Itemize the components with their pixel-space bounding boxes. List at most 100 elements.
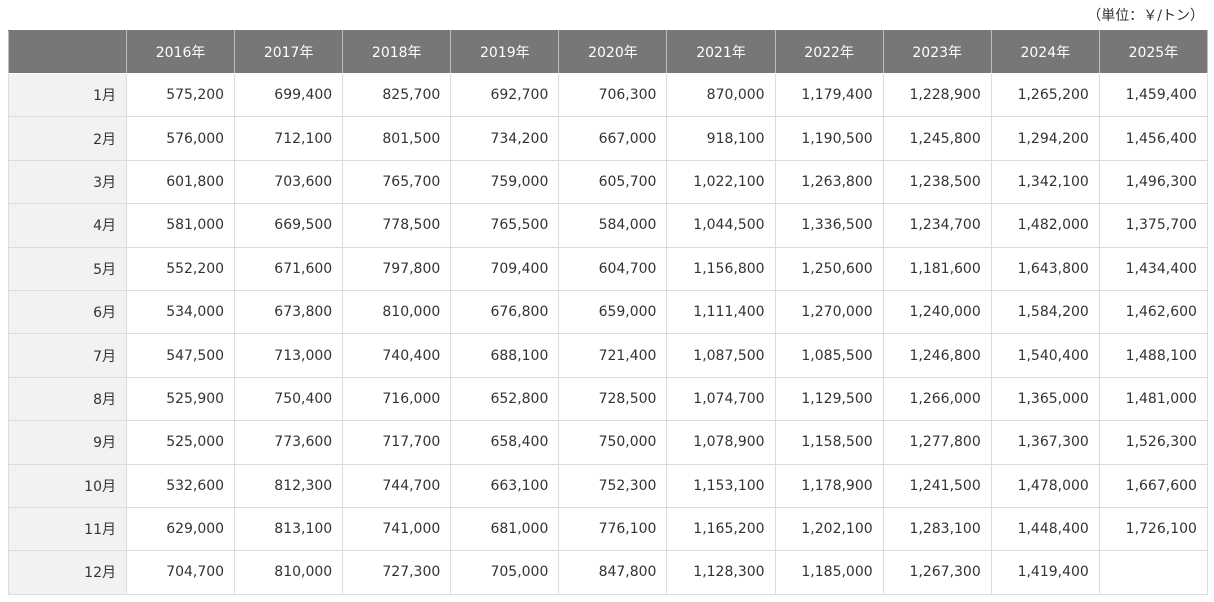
table-cell: 1,294,200 — [990, 116, 1100, 161]
table-body: 1月 575,200 699,400 825,700 692,700 706,300 870… — [8, 72, 1208, 595]
row-header-month: 3月 — [8, 159, 127, 205]
table-cell: 681,000 — [450, 506, 560, 552]
table-cell: 706,300 — [558, 72, 668, 118]
table-row: 1月 575,200 699,400 825,700 692,700 706,300 870… — [8, 72, 1208, 118]
table-cell: 1,202,100 — [774, 506, 884, 552]
column-header: 2019年 — [450, 30, 560, 74]
table-cell: 1,178,900 — [774, 463, 884, 508]
table-cell: 604,700 — [558, 246, 668, 291]
table-cell: 659,000 — [558, 289, 668, 335]
table-cell: 1,074,700 — [666, 376, 776, 422]
table-cell: 669,500 — [234, 203, 344, 248]
table-cell: 1,044,500 — [666, 203, 776, 248]
row-header-month: 7月 — [8, 333, 127, 378]
table-cell: 1,156,800 — [666, 246, 776, 291]
table-cell: 1,496,300 — [1098, 159, 1208, 205]
row-header-month: 12月 — [8, 550, 127, 595]
table-cell: 752,300 — [558, 463, 668, 508]
table-cell: 534,000 — [125, 289, 236, 335]
table-cell: 1,181,600 — [882, 246, 992, 291]
table-cell: 1,022,100 — [666, 159, 776, 205]
table-cell: 709,400 — [450, 246, 560, 291]
table-cell: 584,000 — [558, 203, 668, 248]
table-cell: 1,250,600 — [774, 246, 884, 291]
table-cell: 870,000 — [666, 72, 776, 118]
table-cell: 1,667,600 — [1098, 463, 1208, 508]
table-cell: 778,500 — [342, 203, 452, 248]
column-header: 2023年 — [882, 30, 992, 74]
table-cell: 1,643,800 — [990, 246, 1100, 291]
table-cell: 740,400 — [342, 333, 452, 378]
row-header-month: 11月 — [8, 506, 127, 552]
table-row: 2月 576,000 712,100 801,500 734,200 667,000 918… — [8, 116, 1208, 161]
table-cell: 1,078,900 — [666, 420, 776, 465]
table-row: 5月 552,200 671,600 797,800 709,400 604,700 1,1… — [8, 246, 1208, 291]
table-cell: 1,087,500 — [666, 333, 776, 378]
table-cell: 575,200 — [125, 72, 236, 118]
header-row: 2016年 2017年 2018年 2019年 2020年 2021年 2022年 2023年… — [8, 30, 1208, 74]
table-cell: 810,000 — [234, 550, 344, 595]
table-cell: 1,462,600 — [1098, 289, 1208, 335]
column-header: 2021年 — [666, 30, 776, 74]
table-cell: 601,800 — [125, 159, 236, 205]
table-row: 12月 704,700 810,000 727,300 705,000 847,800 1,… — [8, 550, 1208, 595]
table-cell: 727,300 — [342, 550, 452, 595]
table-cell: 581,000 — [125, 203, 236, 248]
table-cell: 1,336,500 — [774, 203, 884, 248]
column-header: 2022年 — [774, 30, 884, 74]
column-header: 2017年 — [234, 30, 344, 74]
table-cell: 1,241,500 — [882, 463, 992, 508]
row-header-month: 2月 — [8, 116, 127, 161]
table-cell: 692,700 — [450, 72, 560, 118]
table-cell: 676,800 — [450, 289, 560, 335]
table-cell: 688,100 — [450, 333, 560, 378]
row-header-month: 5月 — [8, 246, 127, 291]
table-row: 7月 547,500 713,000 740,400 688,100 721,400 1,0… — [8, 333, 1208, 378]
table-cell: 1,434,400 — [1098, 246, 1208, 291]
table-cell: 1,283,100 — [882, 506, 992, 552]
table-cell: 765,500 — [450, 203, 560, 248]
table-cell: 1,459,400 — [1098, 72, 1208, 118]
table-cell: 765,700 — [342, 159, 452, 205]
table-cell: 797,800 — [342, 246, 452, 291]
table-cell: 813,100 — [234, 506, 344, 552]
table-cell: 721,400 — [558, 333, 668, 378]
table-cell: 1,584,200 — [990, 289, 1100, 335]
row-header-month: 6月 — [8, 289, 127, 335]
table-cell: 918,100 — [666, 116, 776, 161]
table-cell: 547,500 — [125, 333, 236, 378]
table-cell: 1,365,000 — [990, 376, 1100, 422]
column-header: 2020年 — [558, 30, 668, 74]
header-corner-cell — [8, 30, 127, 74]
row-header-month: 8月 — [8, 376, 127, 422]
table-cell: 667,000 — [558, 116, 668, 161]
table-cell: 1,158,500 — [774, 420, 884, 465]
table-cell: 532,600 — [125, 463, 236, 508]
table-cell: 705,000 — [450, 550, 560, 595]
table-cell: 1,419,400 — [990, 550, 1100, 595]
table-cell: 847,800 — [558, 550, 668, 595]
table-cell: 1,246,800 — [882, 333, 992, 378]
table-cell: 1,111,400 — [666, 289, 776, 335]
table-cell: 1,481,000 — [1098, 376, 1208, 422]
table-cell: 825,700 — [342, 72, 452, 118]
table-cell: 1,478,000 — [990, 463, 1100, 508]
table-cell: 1,085,500 — [774, 333, 884, 378]
table-cell: 1,240,000 — [882, 289, 992, 335]
table-cell: 663,100 — [450, 463, 560, 508]
column-header: 2018年 — [342, 30, 452, 74]
table-cell: 1,129,500 — [774, 376, 884, 422]
table-cell: 1,540,400 — [990, 333, 1100, 378]
table-cell: 776,100 — [558, 506, 668, 552]
table-cell: 717,700 — [342, 420, 452, 465]
table-cell: 1,448,400 — [990, 506, 1100, 552]
table-cell: 525,000 — [125, 420, 236, 465]
table-cell: 812,300 — [234, 463, 344, 508]
table-cell: 1,482,000 — [990, 203, 1100, 248]
table-cell: 1,456,400 — [1098, 116, 1208, 161]
table-cell: 1,277,800 — [882, 420, 992, 465]
table-cell: 629,000 — [125, 506, 236, 552]
table-cell: 1,234,700 — [882, 203, 992, 248]
table-cell: 716,000 — [342, 376, 452, 422]
table-cell: 801,500 — [342, 116, 452, 161]
